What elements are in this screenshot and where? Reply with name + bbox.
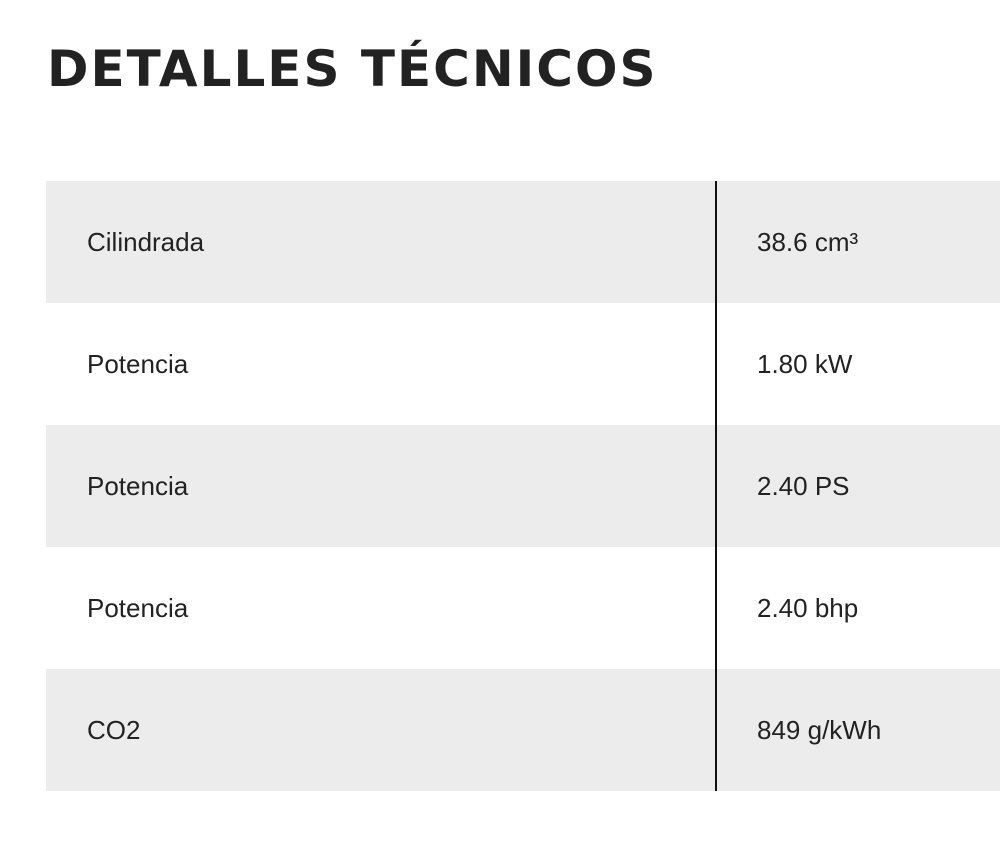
spec-value: 2.40 bhp	[757, 592, 859, 623]
table-row: Cilindrada 38.6 cm³	[46, 181, 1000, 303]
page-title: DETALLES TÉCNICOS	[47, 40, 658, 98]
spec-value: 38.6 cm³	[757, 226, 859, 257]
spec-label: CO2	[87, 714, 141, 745]
spec-value: 2.40 PS	[757, 470, 850, 501]
specs-table: Cilindrada 38.6 cm³ Potencia 1.80 kW Pot…	[46, 181, 1000, 791]
spec-label: Potencia	[87, 592, 189, 623]
table-row: CO2 849 g/kWh	[46, 669, 1000, 791]
spec-value: 849 g/kWh	[757, 714, 882, 745]
table-row: Potencia 2.40 PS	[46, 425, 1000, 547]
spec-value: 1.80 kW	[757, 348, 853, 379]
spec-label: Potencia	[87, 470, 189, 501]
spec-label: Cilindrada	[87, 226, 205, 257]
spec-label: Potencia	[87, 348, 189, 379]
column-divider	[715, 181, 717, 791]
table-row: Potencia 2.40 bhp	[46, 547, 1000, 669]
table-row: Potencia 1.80 kW	[46, 303, 1000, 425]
